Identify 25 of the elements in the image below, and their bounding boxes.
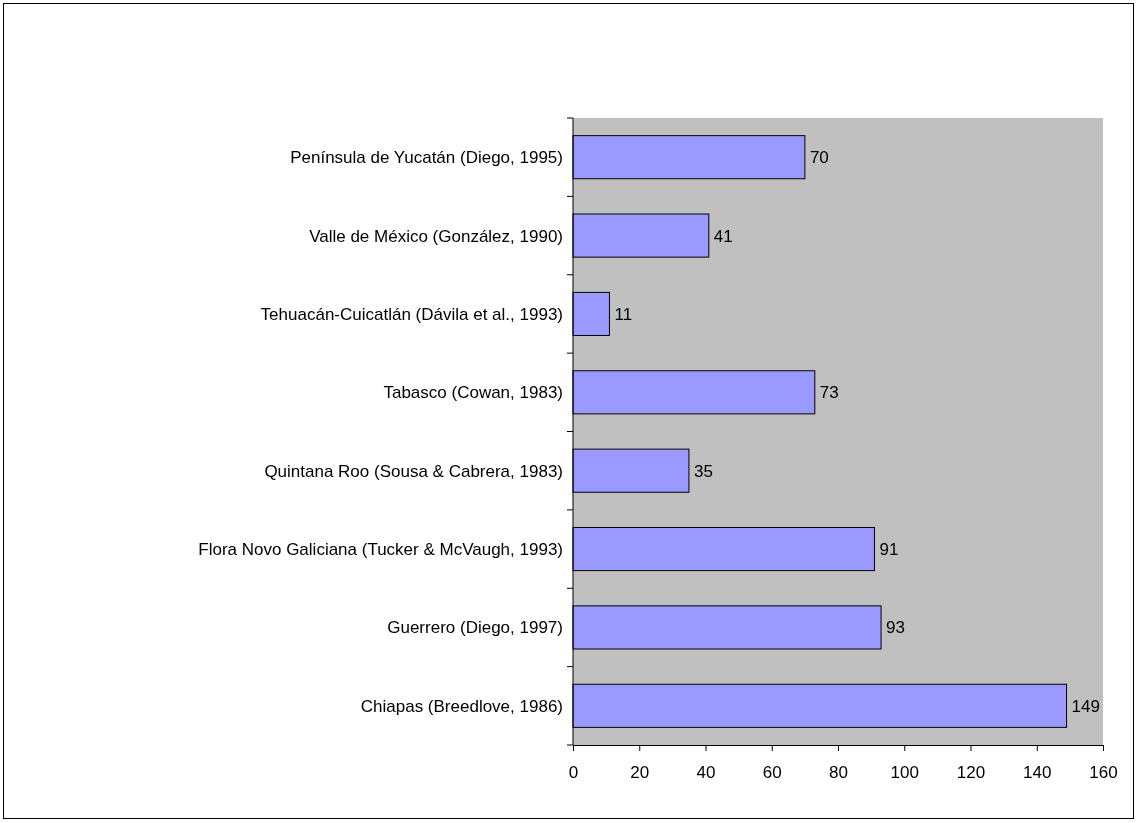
y-tick-label: Valle de México (González, 1990) bbox=[309, 226, 563, 246]
x-tick-label: 100 bbox=[890, 762, 919, 782]
x-tick-label: 80 bbox=[829, 762, 848, 782]
data-label: 35 bbox=[693, 461, 713, 481]
x-tick-label: 40 bbox=[696, 762, 716, 782]
data-label: 70 bbox=[809, 148, 829, 168]
data-label: 149 bbox=[1071, 696, 1100, 716]
x-tick-label: 20 bbox=[630, 762, 650, 782]
x-tick-label: 120 bbox=[956, 762, 986, 782]
y-tick-label: Chiapas (Breedlove, 1986) bbox=[360, 696, 563, 716]
y-tick-label: Tehuacán-Cuicatlán (Dávila et al., 1993) bbox=[260, 304, 563, 324]
y-tick-label: Flora Novo Galiciana (Tucker & McVaugh, 1993) bbox=[198, 540, 563, 560]
x-tick-label: 0 bbox=[568, 762, 579, 782]
data-label: 73 bbox=[819, 383, 839, 403]
x-tick-label: 140 bbox=[1023, 762, 1052, 782]
y-tick-label: Guerrero (Diego, 1997) bbox=[387, 618, 563, 638]
y-tick-label: Tabasco (Cowan, 1983) bbox=[383, 383, 563, 403]
y-tick-label: Quintana Roo (Sousa & Cabrera, 1983) bbox=[264, 461, 563, 481]
y-tick-label: Península de Yucatán (Diego, 1995) bbox=[290, 148, 563, 168]
x-tick-label: 160 bbox=[1089, 762, 1118, 782]
data-label: 11 bbox=[614, 304, 633, 324]
x-tick-label: 60 bbox=[762, 762, 782, 782]
data-label: 93 bbox=[886, 618, 905, 638]
data-label: 41 bbox=[713, 226, 733, 246]
data-label: 91 bbox=[879, 540, 899, 560]
